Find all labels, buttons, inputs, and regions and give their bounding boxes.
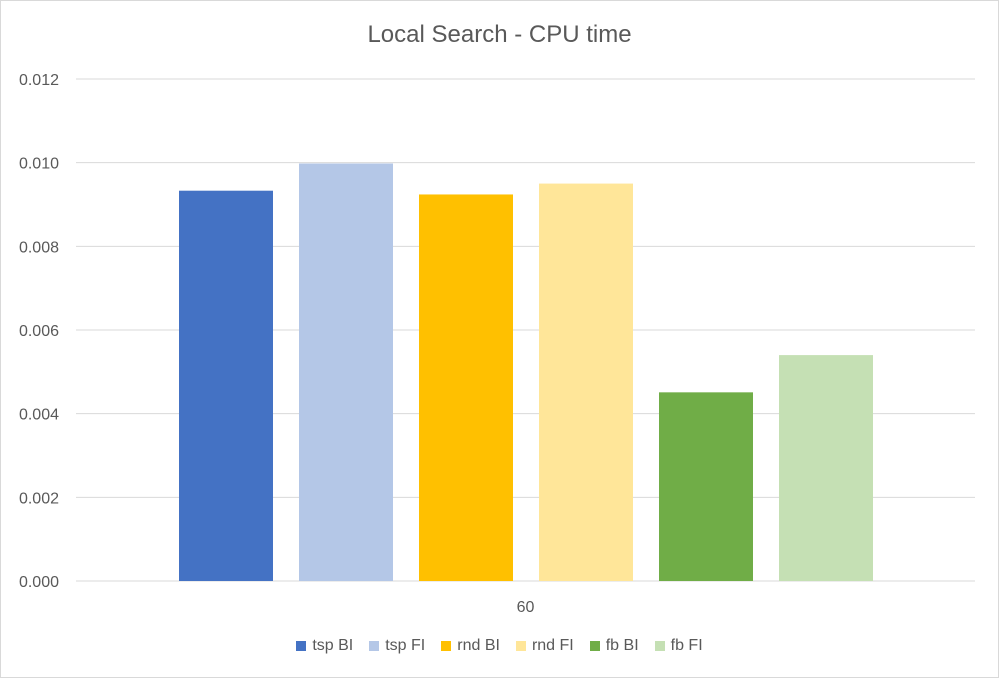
- legend-item: rnd FI: [515, 637, 574, 655]
- bar-rnd-fi: [539, 183, 633, 582]
- y-tick-label: 0.006: [19, 323, 59, 340]
- legend-label: rnd BI: [457, 637, 500, 654]
- y-tick-label: 0.008: [19, 239, 59, 256]
- y-tick-label: 0.010: [19, 156, 59, 173]
- legend-item: fb BI: [589, 637, 639, 655]
- y-tick-label: 0.004: [19, 407, 59, 424]
- x-axis-tick-labels: 60: [517, 599, 535, 616]
- legend-item: rnd BI: [441, 637, 500, 655]
- bars: [179, 163, 873, 582]
- y-tick-label: 0.000: [19, 574, 59, 591]
- bar-tsp-fi: [299, 163, 393, 581]
- x-tick-label: 60: [517, 599, 535, 616]
- legend-swatch: [441, 641, 452, 651]
- y-tick-label: 0.002: [19, 490, 59, 507]
- bar-tsp-bi: [179, 190, 273, 581]
- legend-swatch: [515, 641, 526, 651]
- legend-label: rnd FI: [531, 637, 574, 654]
- legend-label: tsp BI: [312, 637, 354, 654]
- legend: tsp BI tsp FI rnd BI rnd FI fb BI fb FI: [1, 637, 998, 655]
- legend-swatch: [589, 641, 600, 651]
- legend-swatch: [654, 641, 665, 651]
- legend-label: tsp FI: [385, 637, 426, 654]
- y-tick-label: 0.012: [19, 72, 59, 89]
- bar-rnd-bi: [419, 194, 513, 581]
- chart-title: Local Search - CPU time: [367, 21, 632, 48]
- legend-item: tsp FI: [369, 637, 425, 655]
- legend-swatch: [369, 641, 380, 651]
- legend-swatch: [296, 641, 307, 651]
- legend-label: fb BI: [605, 637, 639, 654]
- bar-fb-bi: [659, 392, 753, 581]
- bar-fb-fi: [779, 355, 873, 581]
- legend-item: tsp BI: [296, 637, 353, 655]
- legend-item: fb FI: [654, 637, 703, 655]
- legend-label: fb FI: [670, 637, 703, 654]
- y-axis-tick-labels: 0.000 0.002 0.004 0.006 0.008 0.010 0.012: [19, 72, 59, 591]
